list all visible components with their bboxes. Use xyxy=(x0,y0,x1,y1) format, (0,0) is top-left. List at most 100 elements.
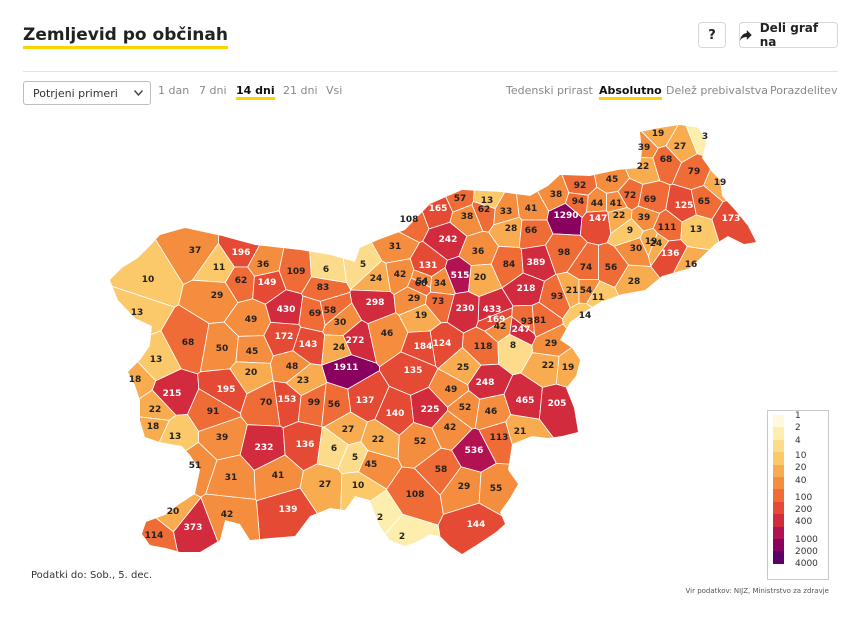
municipality-region[interactable] xyxy=(703,113,857,203)
municipality-value-label: 57 xyxy=(454,194,467,204)
legend-tick-label: 4000 xyxy=(795,559,818,569)
municipality-value-label: 36 xyxy=(472,247,485,257)
measure-select[interactable]: Potrjeni primeri xyxy=(23,81,151,105)
municipality-value-label: 94 xyxy=(572,197,585,207)
municipality-value-label: 31 xyxy=(389,242,402,252)
tab-mode-absolutno[interactable]: Absolutno xyxy=(599,84,662,100)
municipality-value-label: 230 xyxy=(456,304,475,314)
municipality-region[interactable] xyxy=(639,227,658,257)
municipality-value-label: 433 xyxy=(483,305,502,315)
municipality-value-label: 41 xyxy=(610,199,623,209)
municipality-value-label: 172 xyxy=(275,332,294,342)
municipality-value-label: 55 xyxy=(490,484,503,494)
municipality-value-label: 147 xyxy=(589,214,608,224)
municipality-region[interactable] xyxy=(478,462,768,620)
municipality-value-label: 215 xyxy=(163,389,182,399)
municipality-value-label: 247 xyxy=(512,325,531,335)
municipality-value-label: 91 xyxy=(207,407,220,417)
municipality-value-label: 19 xyxy=(415,311,428,321)
municipality-value-label: 136 xyxy=(661,249,680,259)
municipality-region[interactable] xyxy=(341,0,454,230)
municipality-value-label: 165 xyxy=(429,204,448,214)
municipality-value-label: 111 xyxy=(658,223,677,233)
municipality-value-label: 49 xyxy=(445,385,458,395)
municipality-region[interactable] xyxy=(219,0,430,244)
legend-swatch xyxy=(773,427,784,440)
municipality-value-label: 24 xyxy=(370,274,383,284)
municipality-value-label: 184 xyxy=(414,342,433,352)
municipality-value-label: 30 xyxy=(630,244,643,254)
municipality-value-label: 70 xyxy=(260,398,273,408)
municipality-value-label: 83 xyxy=(317,283,330,293)
help-button[interactable]: ? xyxy=(698,22,726,48)
municipality-region[interactable] xyxy=(200,493,267,620)
tab-period-vsi[interactable]: Vsi xyxy=(326,84,343,97)
municipality-value-label: 143 xyxy=(299,340,318,350)
legend-tick-label: 2 xyxy=(795,423,801,433)
municipality-value-label: 68 xyxy=(182,338,195,348)
municipality-value-label: 272 xyxy=(346,336,365,346)
tab-period-21-dni[interactable]: 21 dni xyxy=(283,84,318,97)
municipality-region[interactable] xyxy=(256,487,366,620)
municipality-value-label: 1911 xyxy=(333,363,358,373)
tab-period-14-dni[interactable]: 14 dni xyxy=(236,84,275,100)
municipality-region[interactable] xyxy=(217,0,337,268)
municipality-region[interactable] xyxy=(0,413,170,509)
municipality-value-label: 42 xyxy=(444,423,457,433)
municipality-region[interactable] xyxy=(711,160,857,370)
municipality-region[interactable] xyxy=(0,341,157,460)
municipality-region[interactable] xyxy=(472,0,519,210)
tab-mode-porazdelitev[interactable]: Porazdelitev xyxy=(770,84,838,97)
share-label: Deli graf na xyxy=(759,21,819,49)
legend-tick-label: 20 xyxy=(795,463,807,473)
municipality-region[interactable] xyxy=(0,398,193,620)
municipality-value-label: 125 xyxy=(675,201,694,211)
municipality-value-label: 34 xyxy=(434,279,447,289)
legend-tick-label: 400 xyxy=(795,517,813,527)
municipality-value-label: 62 xyxy=(478,205,491,215)
municipality-region[interactable] xyxy=(303,143,348,284)
municipality-value-label: 218 xyxy=(517,284,536,294)
municipality-region[interactable] xyxy=(8,0,230,286)
municipality-region[interactable] xyxy=(310,513,454,620)
municipality-value-label: 196 xyxy=(232,248,251,258)
municipality-value-label: 108 xyxy=(400,215,419,225)
municipality-value-label: 52 xyxy=(459,403,472,413)
tab-mode-delez-prebivalstva[interactable]: Delež prebivalstva xyxy=(666,84,769,97)
municipality-value-label: 31 xyxy=(225,473,238,483)
municipality-region[interactable] xyxy=(496,0,598,196)
municipality-value-label: 19 xyxy=(645,237,658,247)
share-button[interactable]: Deli graf na xyxy=(739,21,838,49)
municipality-value-label: 46 xyxy=(381,329,394,339)
municipality-value-label: 29 xyxy=(545,339,558,349)
tab-period-1-dan[interactable]: 1 dan xyxy=(158,84,190,97)
municipality-value-label: 74 xyxy=(580,263,593,273)
municipality-value-label: 38 xyxy=(550,190,563,200)
municipality-value-label: 39 xyxy=(216,433,229,443)
municipality-region[interactable] xyxy=(555,342,758,447)
municipality-value-label: 139 xyxy=(279,505,298,515)
tab-mode-tedenski-prirast[interactable]: Tedenski prirast xyxy=(506,84,593,97)
tab-period-7-dni[interactable]: 7 dni xyxy=(199,84,227,97)
municipality-value-label: 93 xyxy=(521,317,534,327)
municipality-region[interactable] xyxy=(506,27,570,212)
chevron-down-icon xyxy=(134,90,143,96)
municipality-value-label: 19 xyxy=(714,178,727,188)
municipality-region[interactable] xyxy=(682,0,857,160)
municipality-value-label: 20 xyxy=(167,507,180,517)
municipality-value-label: 11 xyxy=(592,293,605,303)
municipality-value-label: 30 xyxy=(334,318,347,328)
municipality-value-label: 51 xyxy=(189,461,202,471)
municipality-value-label: 10 xyxy=(352,481,365,491)
municipality-value-label: 79 xyxy=(688,167,701,177)
municipality-region[interactable] xyxy=(355,0,489,213)
legend-tick-label: 2000 xyxy=(795,547,818,557)
municipality-region[interactable] xyxy=(0,0,184,308)
municipality-region[interactable] xyxy=(516,7,659,159)
municipality-value-label: 22 xyxy=(149,405,162,415)
municipality-value-label: 37 xyxy=(189,246,202,256)
municipality-value-label: 56 xyxy=(605,263,618,273)
municipality-region[interactable] xyxy=(511,0,691,149)
legend-tick-label: 1 xyxy=(795,411,801,421)
